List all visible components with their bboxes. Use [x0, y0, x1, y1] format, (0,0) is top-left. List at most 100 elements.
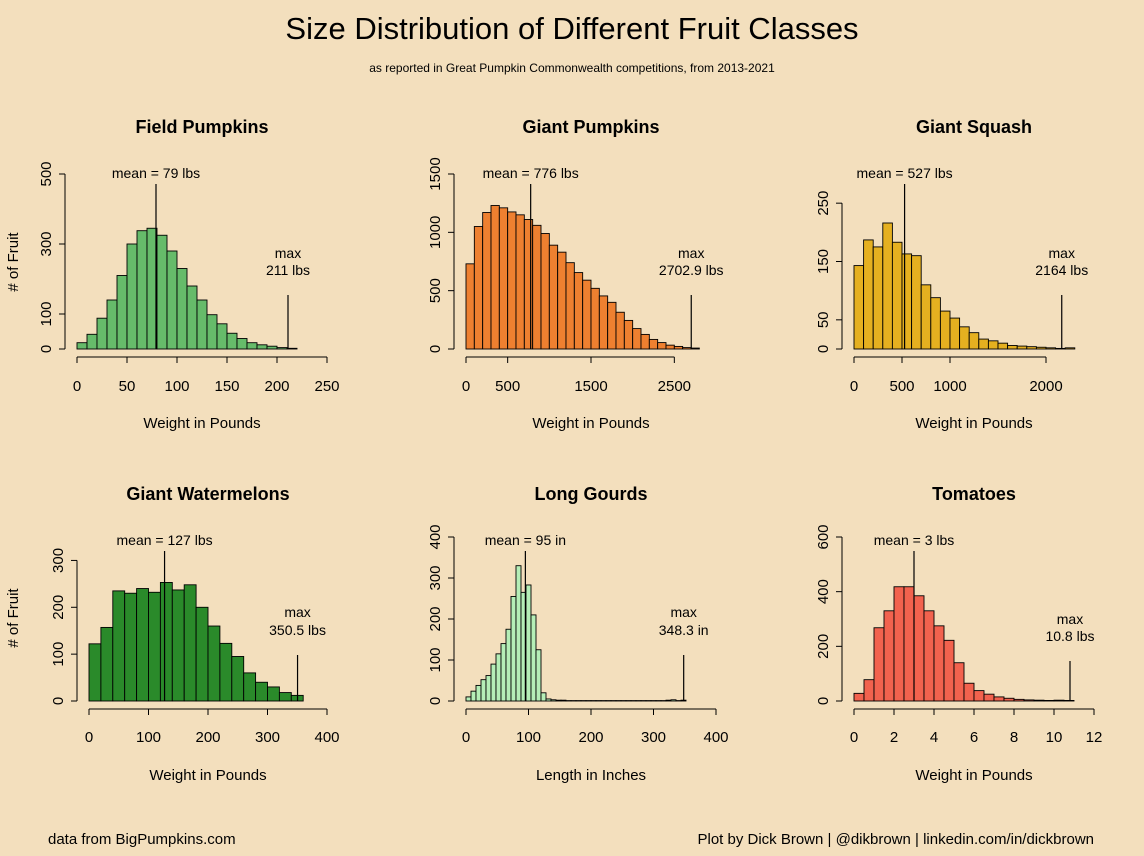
histogram-bar — [949, 317, 961, 350]
histogram-panel: Tomatoes 0 2 4 6 8 10 12 0 200 400 600 Weight in Pou… — [815, 484, 1102, 784]
histogram-bar — [166, 250, 178, 350]
histogram-bar — [482, 212, 492, 350]
histogram-panel: Giant Squash 0 500 1000 2000 0 50 150 250 Weight … — [815, 117, 1088, 432]
histogram-bar — [490, 205, 500, 350]
histogram-panel: Giant Watermelons 0 100 200 300 400 0 100 200 300… — [5, 484, 340, 784]
histogram-bar — [136, 588, 149, 702]
histogram-bar — [1043, 700, 1055, 702]
histogram-bar — [532, 224, 542, 350]
y-tick-label: 300 — [38, 231, 55, 256]
x-tick-label: 300 — [255, 729, 280, 746]
mean-label: mean = 79 lbs — [112, 165, 200, 181]
y-tick-label: 0 — [427, 345, 444, 353]
histogram-bar — [495, 653, 502, 702]
histogram-bar — [88, 643, 102, 702]
footer-credit-author: Plot by Dick Brown | @dikbrown | linkedi… — [697, 831, 1094, 848]
histogram-bar — [657, 342, 667, 350]
histogram-bar — [540, 233, 550, 350]
panel-title: Tomatoes — [932, 484, 1016, 504]
max-label: max — [1057, 611, 1083, 627]
histogram-bar — [535, 649, 542, 702]
x-tick-label: 200 — [578, 729, 603, 746]
histogram-bar — [1016, 345, 1028, 350]
histogram-bar — [523, 219, 534, 350]
histogram-bar — [933, 625, 945, 702]
histogram-bar — [623, 319, 634, 350]
x-tick-label: 10 — [1046, 729, 1063, 746]
histogram-bar — [978, 338, 989, 350]
histogram-bar — [665, 344, 675, 350]
histogram-bar — [853, 265, 865, 350]
histogram-bar — [545, 698, 552, 702]
histogram-bar — [632, 328, 642, 350]
x-axis-label: Weight in Pounds — [149, 767, 266, 784]
histogram-bar — [560, 699, 567, 702]
histogram-bar — [1033, 699, 1045, 702]
histogram-bar — [256, 344, 268, 350]
histogram-bar — [206, 314, 218, 350]
histogram-bar — [1007, 345, 1018, 350]
histogram-bar — [882, 222, 893, 350]
mean-label: mean = 95 in — [485, 532, 566, 548]
histogram-bar — [465, 263, 475, 350]
x-axis-label: Weight in Pounds — [532, 415, 649, 432]
histogram-bar — [1003, 697, 1015, 702]
histogram-bar — [953, 662, 965, 702]
y-axis-label: # of Fruit — [5, 588, 22, 648]
x-tick-label: 2000 — [1029, 378, 1062, 395]
y-tick-label: 200 — [815, 634, 832, 659]
histogram-bar — [648, 338, 659, 350]
max-label: max — [678, 245, 704, 261]
histogram-bar — [943, 639, 955, 702]
y-tick-label: 400 — [427, 524, 444, 549]
histogram-bar — [171, 589, 185, 702]
panel-title: Giant Squash — [916, 117, 1032, 137]
histogram-panel: Long Gourds 0 100 200 300 400 0 100 200 300 400 Len… — [427, 484, 729, 784]
y-tick-label: 100 — [427, 647, 444, 672]
histogram-bar — [872, 246, 884, 350]
histogram-bar — [548, 244, 559, 350]
x-tick-label: 1000 — [933, 378, 966, 395]
histogram-bar — [968, 332, 980, 350]
histogram-bar — [246, 342, 258, 350]
histogram-bar — [891, 241, 903, 350]
y-tick-label: 200 — [427, 606, 444, 631]
max-value-label: 2164 lbs — [1035, 262, 1088, 278]
max-value-label: 10.8 lbs — [1045, 628, 1094, 644]
histogram-bar — [136, 230, 148, 350]
x-tick-label: 2 — [890, 729, 898, 746]
x-tick-label: 1500 — [574, 378, 607, 395]
y-tick-label: 100 — [38, 301, 55, 326]
histogram-bar — [1013, 698, 1025, 702]
x-axis-label: Length in Inches — [536, 767, 646, 784]
histogram-bar — [555, 699, 562, 702]
mean-label: mean = 127 lbs — [117, 532, 213, 548]
histogram-bar — [156, 234, 168, 350]
x-tick-label: 300 — [641, 729, 666, 746]
histogram-bar — [207, 625, 221, 702]
y-tick-label: 100 — [50, 642, 67, 667]
x-tick-label: 100 — [516, 729, 541, 746]
histogram-bar — [510, 596, 517, 702]
histogram-bar — [939, 310, 951, 350]
y-tick-label: 0 — [815, 697, 832, 705]
histogram-bar — [913, 595, 925, 702]
histogram-bar — [1064, 347, 1076, 350]
histogram-bar — [196, 299, 208, 350]
histogram-bar — [126, 243, 138, 350]
histogram-bar — [690, 347, 700, 350]
histogram-bar — [112, 590, 126, 702]
histogram-bar — [286, 347, 298, 350]
histogram-bar — [226, 332, 238, 350]
x-tick-label: 100 — [136, 729, 161, 746]
panel-title: Giant Watermelons — [126, 484, 289, 504]
histogram-bar — [490, 663, 497, 702]
histogram-bar — [911, 255, 922, 350]
y-tick-label: 200 — [50, 595, 67, 620]
histogram-bar — [500, 643, 507, 702]
histogram-bar — [76, 342, 88, 350]
histogram-bar — [873, 627, 885, 702]
panel-title: Field Pumpkins — [135, 117, 268, 137]
